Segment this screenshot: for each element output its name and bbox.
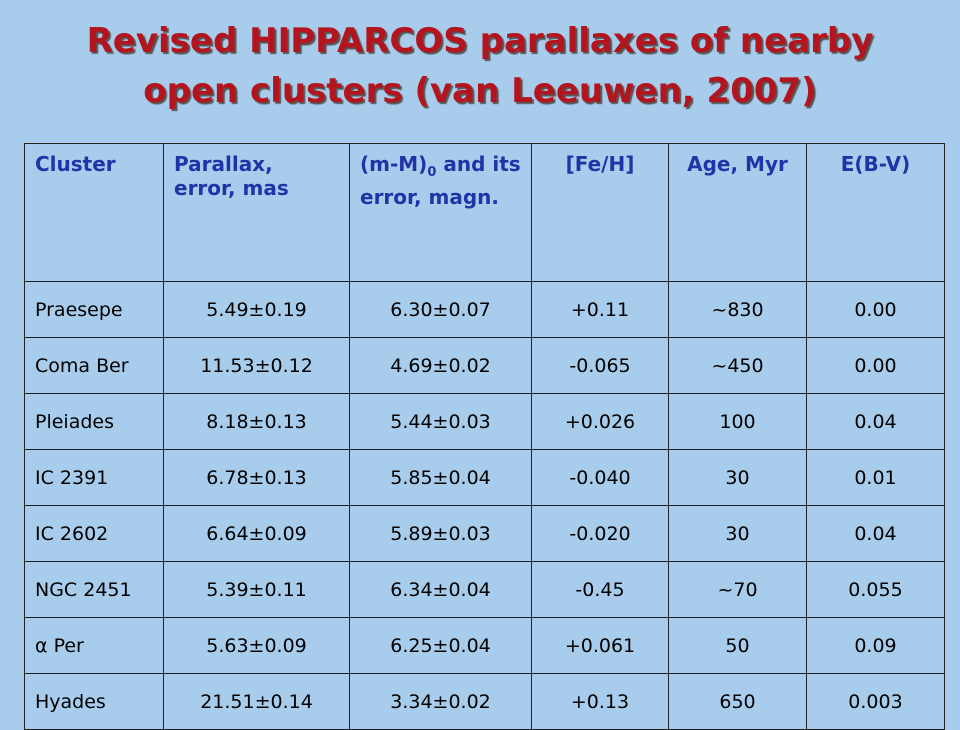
table-cell: 100 [668, 393, 807, 450]
table-cell: +0.11 [531, 281, 669, 338]
table-cell: 6.34±0.04 [349, 561, 532, 618]
table-cell: 0.09 [806, 617, 945, 674]
table-cell: 5.49±0.19 [163, 281, 350, 338]
header-text: E(B-V) [840, 152, 911, 176]
table-cell: 3.34±0.02 [349, 673, 532, 730]
table-cell: -0.020 [531, 505, 669, 562]
column-header: Cluster [24, 143, 164, 282]
table-cell: -0.040 [531, 449, 669, 506]
table-cell: ~70 [668, 561, 807, 618]
table-cell: Coma Ber [24, 337, 164, 394]
table-cell: 5.63±0.09 [163, 617, 350, 674]
table-cell: α Per [24, 617, 164, 674]
table-cell: Pleiades [24, 393, 164, 450]
data-table: Cluster Parallax, error, mas (m-M)0 and it… [24, 143, 945, 730]
table-cell: -0.065 [531, 337, 669, 394]
table-cell: 0.04 [806, 505, 945, 562]
table-row: IC 2602 6.64±0.09 5.89±0.03 -0.020 30 0.04 [24, 505, 945, 562]
table-cell: -0.45 [531, 561, 669, 618]
column-header: Age, Myr [668, 143, 807, 282]
table-row: Praesepe 5.49±0.19 6.30±0.07 +0.11 ~830 0.00 [24, 281, 945, 338]
table-body: Praesepe 5.49±0.19 6.30±0.07 +0.11 ~830 0.00 C… [24, 281, 945, 730]
table-cell: +0.026 [531, 393, 669, 450]
table-cell: Hyades [24, 673, 164, 730]
table-cell: 5.44±0.03 [349, 393, 532, 450]
table-cell: 30 [668, 505, 807, 562]
table-cell: 0.04 [806, 393, 945, 450]
table-cell: 0.01 [806, 449, 945, 506]
table-row: Pleiades 8.18±0.13 5.44±0.03 +0.026 100 0.04 [24, 393, 945, 450]
table-cell: 0.00 [806, 337, 945, 394]
header-text: [Fe/H] [565, 152, 635, 176]
table-cell: 0.00 [806, 281, 945, 338]
title-line: Revised HIPPARCOS parallaxes of nearby [86, 21, 874, 61]
header-row: Cluster Parallax, error, mas (m-M)0 and it… [24, 143, 945, 282]
table-cell: 6.30±0.07 [349, 281, 532, 338]
table-cell: IC 2391 [24, 449, 164, 506]
header-text: and its error, magn. [360, 152, 521, 209]
table-cell: 5.39±0.11 [163, 561, 350, 618]
table-row: IC 2391 6.78±0.13 5.85±0.04 -0.040 30 0.01 [24, 449, 945, 506]
column-header: Parallax, error, mas [163, 143, 350, 282]
column-header: (m-M)0 and its error, magn. [349, 143, 532, 282]
table-cell: 21.51±0.14 [163, 673, 350, 730]
table-cell: 0.055 [806, 561, 945, 618]
table-cell: 6.64±0.09 [163, 505, 350, 562]
table-cell: 0.003 [806, 673, 945, 730]
table-cell: 6.78±0.13 [163, 449, 350, 506]
table-cell: 50 [668, 617, 807, 674]
table-cell: Praesepe [24, 281, 164, 338]
table-cell: 8.18±0.13 [163, 393, 350, 450]
header-text: 0 [427, 165, 437, 180]
header-text: Parallax, error, mas [174, 152, 289, 200]
title-line: open clusters (van Leeuwen, 2007) [143, 71, 817, 111]
table-cell: IC 2602 [24, 505, 164, 562]
table-cell: NGC 2451 [24, 561, 164, 618]
table-cell: +0.13 [531, 673, 669, 730]
header-text: Age, Myr [687, 152, 788, 176]
header-text: Cluster [35, 152, 116, 176]
table-cell: ~830 [668, 281, 807, 338]
table-cell: 5.89±0.03 [349, 505, 532, 562]
table-cell: 650 [668, 673, 807, 730]
table-row: Hyades 21.51±0.14 3.34±0.02 +0.13 650 0.003 [24, 673, 945, 730]
header-text: (m-M) [360, 152, 428, 176]
table-cell: 11.53±0.12 [163, 337, 350, 394]
table-cell: +0.061 [531, 617, 669, 674]
table-row: NGC 2451 5.39±0.11 6.34±0.04 -0.45 ~70 0.055 [24, 561, 945, 618]
table-row: α Per 5.63±0.09 6.25±0.04 +0.061 50 0.09 [24, 617, 945, 674]
table-cell: 6.25±0.04 [349, 617, 532, 674]
slide-title: Revised HIPPARCOS parallaxes of nearby o… [0, 16, 960, 116]
table-cell: ~450 [668, 337, 807, 394]
column-header: E(B-V) [806, 143, 945, 282]
table-cell: 30 [668, 449, 807, 506]
table-cell: 5.85±0.04 [349, 449, 532, 506]
table-row: Coma Ber 11.53±0.12 4.69±0.02 -0.065 ~450 0.0… [24, 337, 945, 394]
table-cell: 4.69±0.02 [349, 337, 532, 394]
column-header: [Fe/H] [531, 143, 669, 282]
